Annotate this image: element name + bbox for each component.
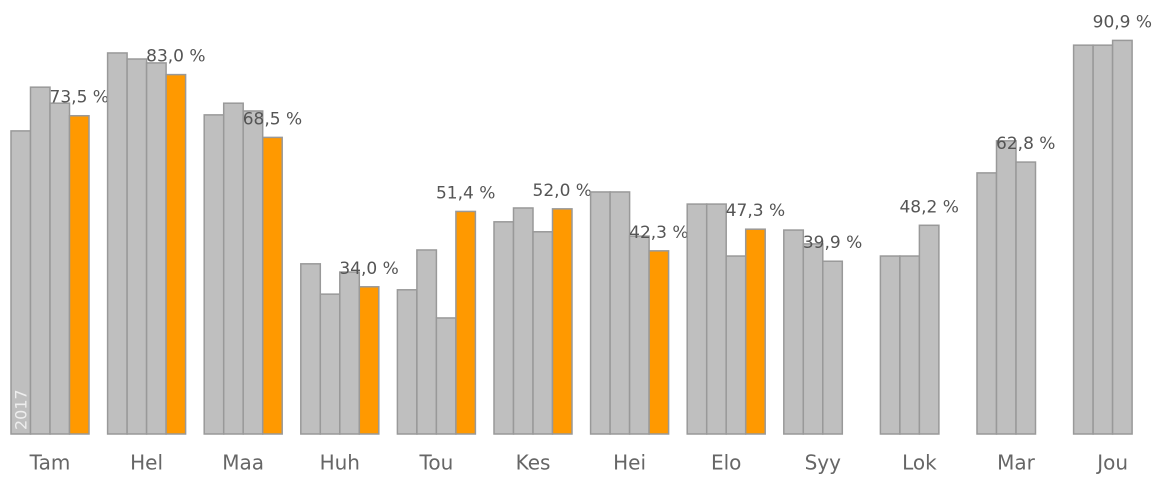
bar (319, 293, 341, 435)
bar (165, 73, 187, 435)
x-tick-label: Mar (997, 451, 1036, 475)
bar (589, 191, 611, 435)
bar (532, 231, 554, 435)
bar (628, 235, 650, 435)
data-label: 62,8 % (996, 134, 1055, 154)
data-label: 73,5 % (50, 88, 109, 108)
x-tick-label: Tou (419, 451, 454, 475)
bar (358, 286, 380, 435)
bar (396, 289, 418, 435)
bar (512, 207, 534, 435)
bar (493, 221, 515, 435)
bar (705, 203, 727, 435)
bar (49, 102, 71, 435)
data-label: 51,4 % (436, 183, 495, 203)
x-tick-label: Tam (29, 451, 71, 475)
bar (416, 249, 438, 435)
bar (551, 208, 573, 435)
bar (126, 58, 148, 435)
bar (339, 271, 361, 435)
bar (686, 203, 708, 435)
x-tick-label: Huh (320, 451, 360, 475)
x-tick-label: Jou (1095, 451, 1128, 475)
bar (261, 136, 283, 435)
bar (918, 224, 940, 435)
bar (1092, 44, 1114, 435)
bar (995, 140, 1017, 435)
bar (435, 317, 457, 435)
data-label: 39,9 % (803, 233, 862, 253)
data-label: 52,0 % (533, 181, 592, 201)
bar (68, 114, 90, 435)
bar (744, 228, 766, 435)
bar (1015, 161, 1037, 435)
bar (300, 263, 322, 435)
x-tick-label: Maa (222, 451, 264, 475)
bar (783, 229, 805, 435)
bar (976, 172, 998, 435)
series-label: 2017 (11, 389, 30, 430)
bar (879, 255, 901, 435)
x-tick-label: Kes (516, 451, 551, 475)
data-label: 83,0 % (146, 47, 205, 67)
x-tick-label: Lok (902, 451, 937, 475)
data-label: 34,0 % (339, 259, 398, 279)
data-label: 68,5 % (243, 109, 302, 129)
bar (802, 243, 824, 435)
bar (222, 102, 244, 435)
bar (455, 210, 477, 435)
x-tick-label: Hel (130, 451, 163, 475)
bar (725, 255, 747, 435)
data-label: 42,3 % (629, 223, 688, 243)
data-label: 48,2 % (899, 197, 958, 217)
bar (106, 52, 128, 435)
bar (1111, 39, 1133, 435)
data-label: 47,3 % (726, 201, 785, 221)
bar (145, 62, 167, 435)
data-label: 90,9 % (1093, 12, 1152, 32)
bar (609, 191, 631, 435)
bar (648, 250, 670, 435)
bar (10, 130, 32, 435)
bar (1072, 44, 1094, 435)
bar (242, 110, 264, 435)
bar (203, 114, 225, 435)
x-tick-label: Syy (805, 451, 842, 475)
x-tick-label: Hei (613, 451, 646, 475)
bar (899, 255, 921, 435)
x-tick-label: Elo (711, 451, 741, 475)
bar (822, 260, 844, 435)
bar (29, 86, 51, 435)
